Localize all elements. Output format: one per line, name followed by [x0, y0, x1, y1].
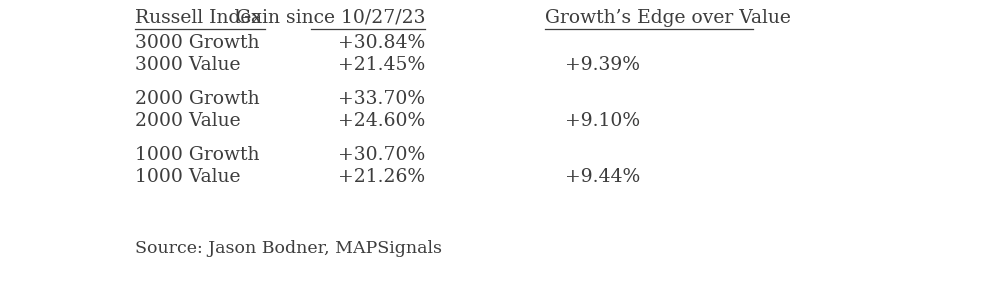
- Text: 1000 Value: 1000 Value: [135, 168, 241, 186]
- Text: Source: Jason Bodner, MAPSignals: Source: Jason Bodner, MAPSignals: [135, 240, 442, 257]
- Text: +24.60%: +24.60%: [338, 112, 425, 130]
- Text: +30.70%: +30.70%: [338, 146, 425, 164]
- Text: Growth’s Edge over Value: Growth’s Edge over Value: [545, 9, 791, 27]
- Text: +9.10%: +9.10%: [565, 112, 640, 130]
- Text: Russell Index: Russell Index: [135, 9, 262, 27]
- Text: +9.44%: +9.44%: [565, 168, 640, 186]
- Text: +21.45%: +21.45%: [338, 56, 425, 74]
- Text: +9.39%: +9.39%: [565, 56, 640, 74]
- Text: 3000 Growth: 3000 Growth: [135, 34, 259, 52]
- Text: 2000 Growth: 2000 Growth: [135, 90, 259, 108]
- Text: Gain since 10/27/23: Gain since 10/27/23: [236, 9, 425, 27]
- Text: +33.70%: +33.70%: [338, 90, 425, 108]
- Text: +30.84%: +30.84%: [338, 34, 425, 52]
- Text: 1000 Growth: 1000 Growth: [135, 146, 259, 164]
- Text: +21.26%: +21.26%: [338, 168, 425, 186]
- Text: 3000 Value: 3000 Value: [135, 56, 241, 74]
- Text: 2000 Value: 2000 Value: [135, 112, 241, 130]
